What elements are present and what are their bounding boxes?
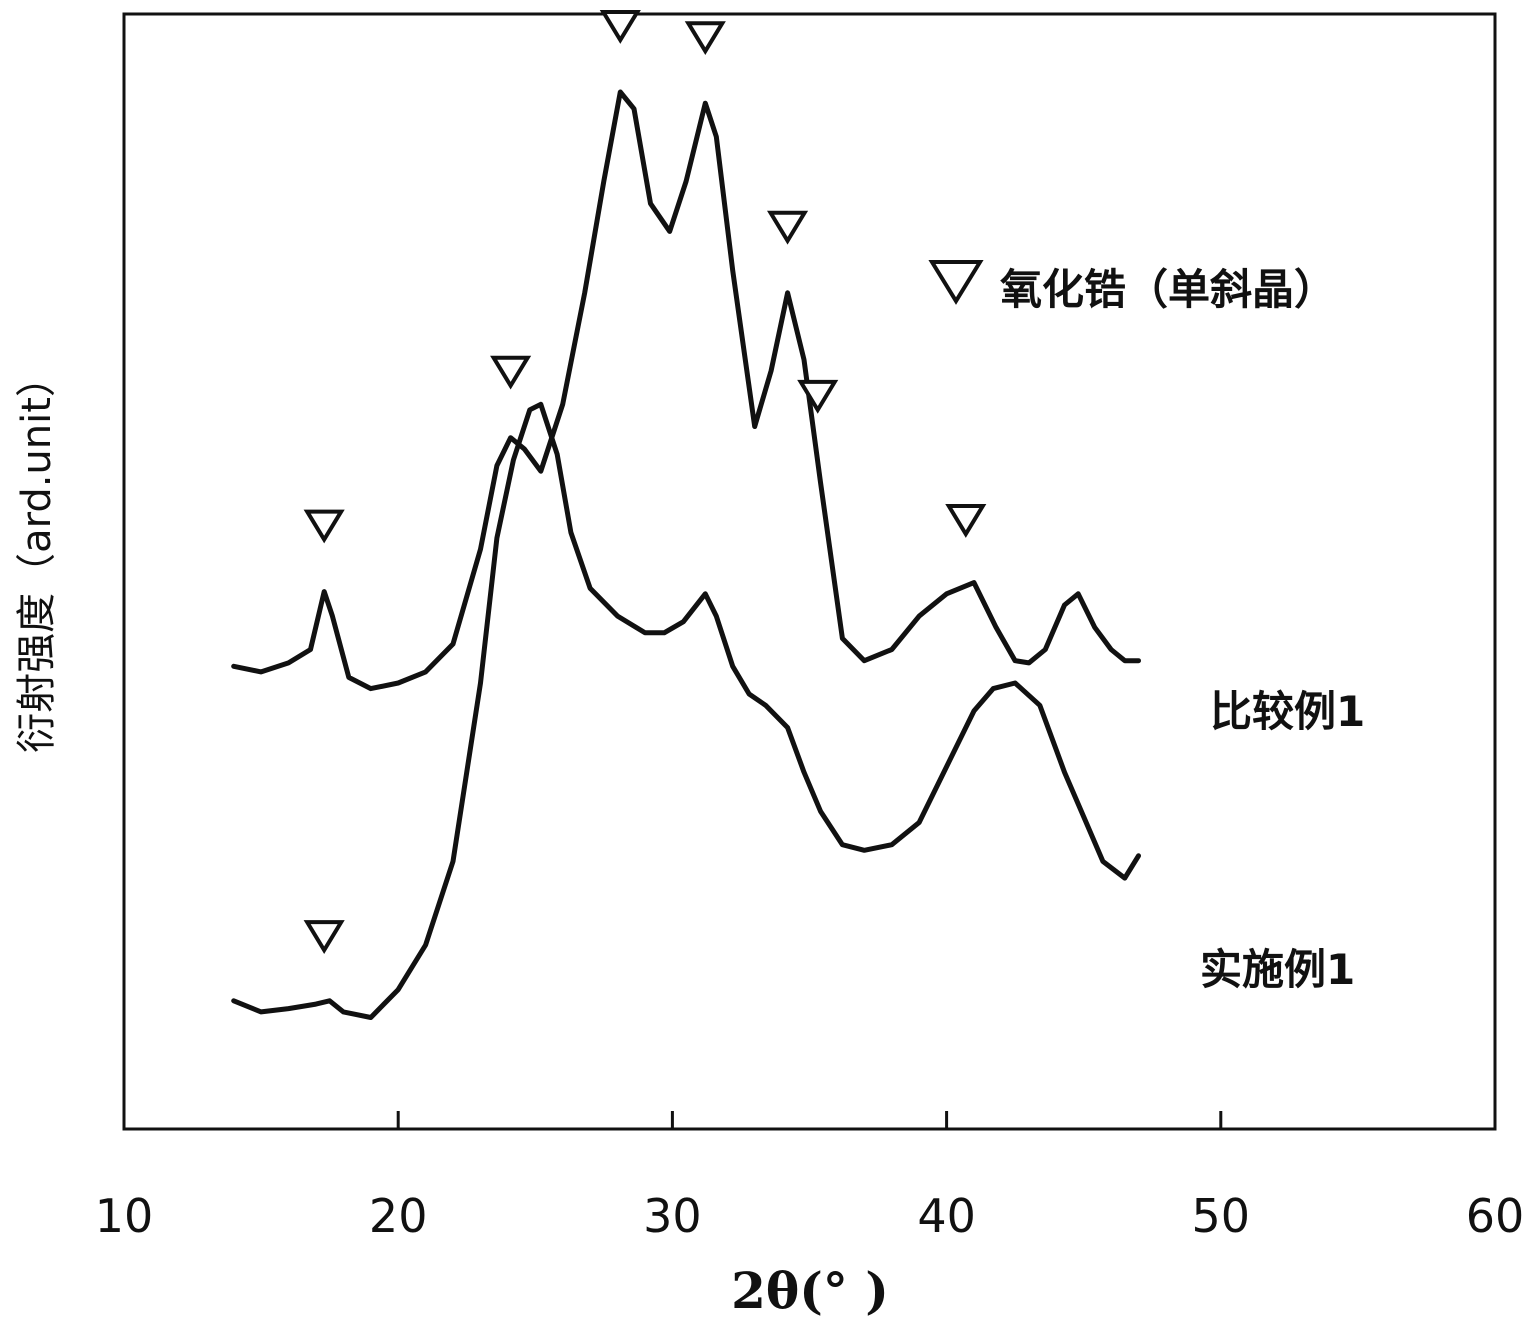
x-tick-label: 60	[1466, 1189, 1525, 1243]
series-label-example: 实施例1	[1200, 945, 1355, 994]
peak-marker-triangle-icon	[307, 512, 341, 540]
peak-marker-triangle-icon	[494, 358, 528, 386]
y-axis-title: 衍射强度（ard.unit）	[14, 357, 60, 753]
peak-marker-triangle-icon	[771, 213, 805, 241]
peak-marker-triangle-icon	[603, 12, 637, 40]
x-axis-ticks: 10 20 30 40 50 60	[95, 1111, 1525, 1243]
peak-marker-triangle-icon	[801, 382, 835, 410]
x-tick-label: 20	[369, 1189, 428, 1243]
peak-marker-triangle-icon	[688, 23, 722, 51]
series-curves	[234, 92, 1139, 1018]
peak-markers	[307, 12, 983, 950]
legend-label: 氧化锆（单斜晶）	[1000, 265, 1336, 314]
series-line-comparative-1	[234, 92, 1139, 689]
x-axis-title: 2θ(° )	[731, 1261, 889, 1320]
series-label-comparative: 比较例1	[1210, 687, 1365, 736]
legend-marker-triangle-icon	[932, 262, 980, 301]
peak-marker-triangle-icon	[949, 506, 983, 534]
peak-marker-triangle-icon	[307, 922, 341, 950]
x-tick-label: 50	[1192, 1189, 1251, 1243]
series-line-example-1	[234, 404, 1139, 1017]
x-tick-label: 40	[917, 1189, 976, 1243]
x-tick-label: 10	[95, 1189, 154, 1243]
x-tick-label: 30	[643, 1189, 702, 1243]
